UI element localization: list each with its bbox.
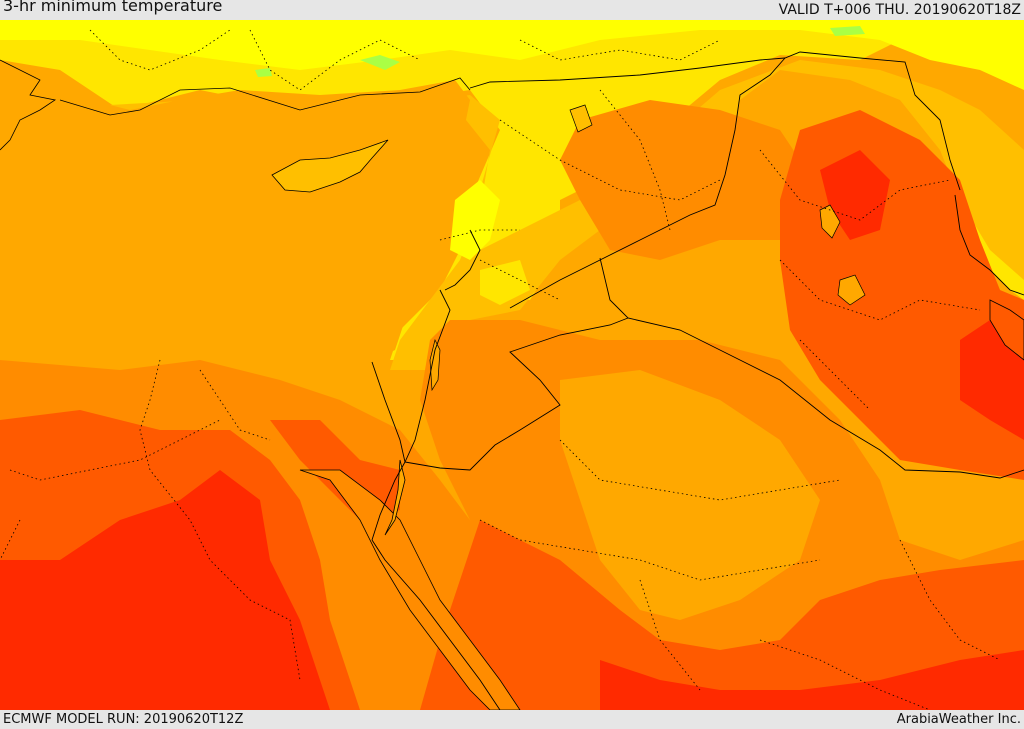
dotted-turkey-3 — [519, 39, 721, 61]
map-footer: ECMWF MODEL RUN: 20190620T12Z ArabiaWeat… — [0, 710, 1024, 729]
border-saudi-coast — [371, 539, 501, 710]
dotted-syria-3 — [439, 229, 520, 241]
dotted-saudi-3 — [639, 579, 701, 691]
model-run-label: ECMWF MODEL RUN: 20190620T12Z — [3, 712, 244, 727]
map-title: 3-hr minimum temperature — [3, 0, 223, 15]
field-green-speck-2 — [830, 26, 865, 36]
map-header: 3-hr minimum temperature VALID T+006 THU… — [0, 0, 1024, 20]
dotted-turkey-1 — [89, 29, 231, 71]
field-red-south-east — [600, 650, 1024, 710]
dead-sea — [429, 338, 441, 392]
temperature-map — [0, 20, 1024, 710]
border-israel — [371, 289, 451, 541]
border-jordan-iraq-saudi — [599, 257, 1024, 479]
gulf-of-aqaba — [384, 459, 406, 536]
aegean-coastline — [0, 59, 57, 151]
dotted-iraq-3 — [799, 339, 871, 411]
dotted-turkey-2 — [249, 29, 421, 91]
map-canvas — [0, 20, 1024, 710]
border-lebanon-syria — [444, 229, 481, 291]
country-borders — [371, 51, 1024, 710]
mediterranean-sea — [0, 80, 470, 378]
dotted-iraq-1 — [759, 149, 951, 221]
field-orange-arabia-interior — [560, 370, 820, 620]
dotted-egypt-1 — [9, 419, 221, 481]
valid-time-label: VALID T+006 THU. 20190620T18Z — [778, 2, 1021, 18]
dotted-saudi-4 — [759, 639, 931, 710]
field-redorange-saudi-south — [420, 520, 1024, 710]
dotted-jordan-1 — [479, 259, 561, 301]
lake-1 — [819, 204, 841, 239]
cyprus-island — [271, 139, 389, 193]
dotted-iraq-2 — [779, 259, 981, 321]
province-boundaries — [0, 29, 1001, 710]
field-lightorange-levant — [0, 60, 1024, 370]
lake-3 — [569, 104, 593, 133]
border-jordan-saudi — [404, 317, 629, 471]
field-red-egypt — [0, 470, 330, 710]
persian-gulf — [989, 299, 1024, 361]
turkey-south-coast — [59, 77, 471, 116]
field-yellow-jordan — [480, 260, 530, 305]
border-syria-iraq — [509, 57, 786, 309]
field-green-speck-1 — [360, 55, 400, 70]
dotted-syria-2 — [599, 89, 671, 231]
credit-label: ArabiaWeather Inc. — [896, 712, 1021, 727]
field-darkorange-syria-iraq — [560, 100, 820, 260]
border-iraq-kuwait-iran — [954, 194, 1024, 296]
field-lightyellow-north — [0, 20, 1024, 90]
field-yellow-north — [0, 20, 1024, 360]
field-green-speck-3 — [255, 68, 272, 77]
field-yellow-lebanon — [450, 180, 500, 260]
border-egypt-israel — [371, 361, 406, 463]
field-red-kuwait — [960, 320, 1024, 440]
dotted-egypt-4 — [0, 519, 21, 561]
border-turkey-syria — [469, 51, 961, 191]
lake-2 — [837, 274, 866, 306]
dotted-egypt-3 — [199, 369, 271, 441]
